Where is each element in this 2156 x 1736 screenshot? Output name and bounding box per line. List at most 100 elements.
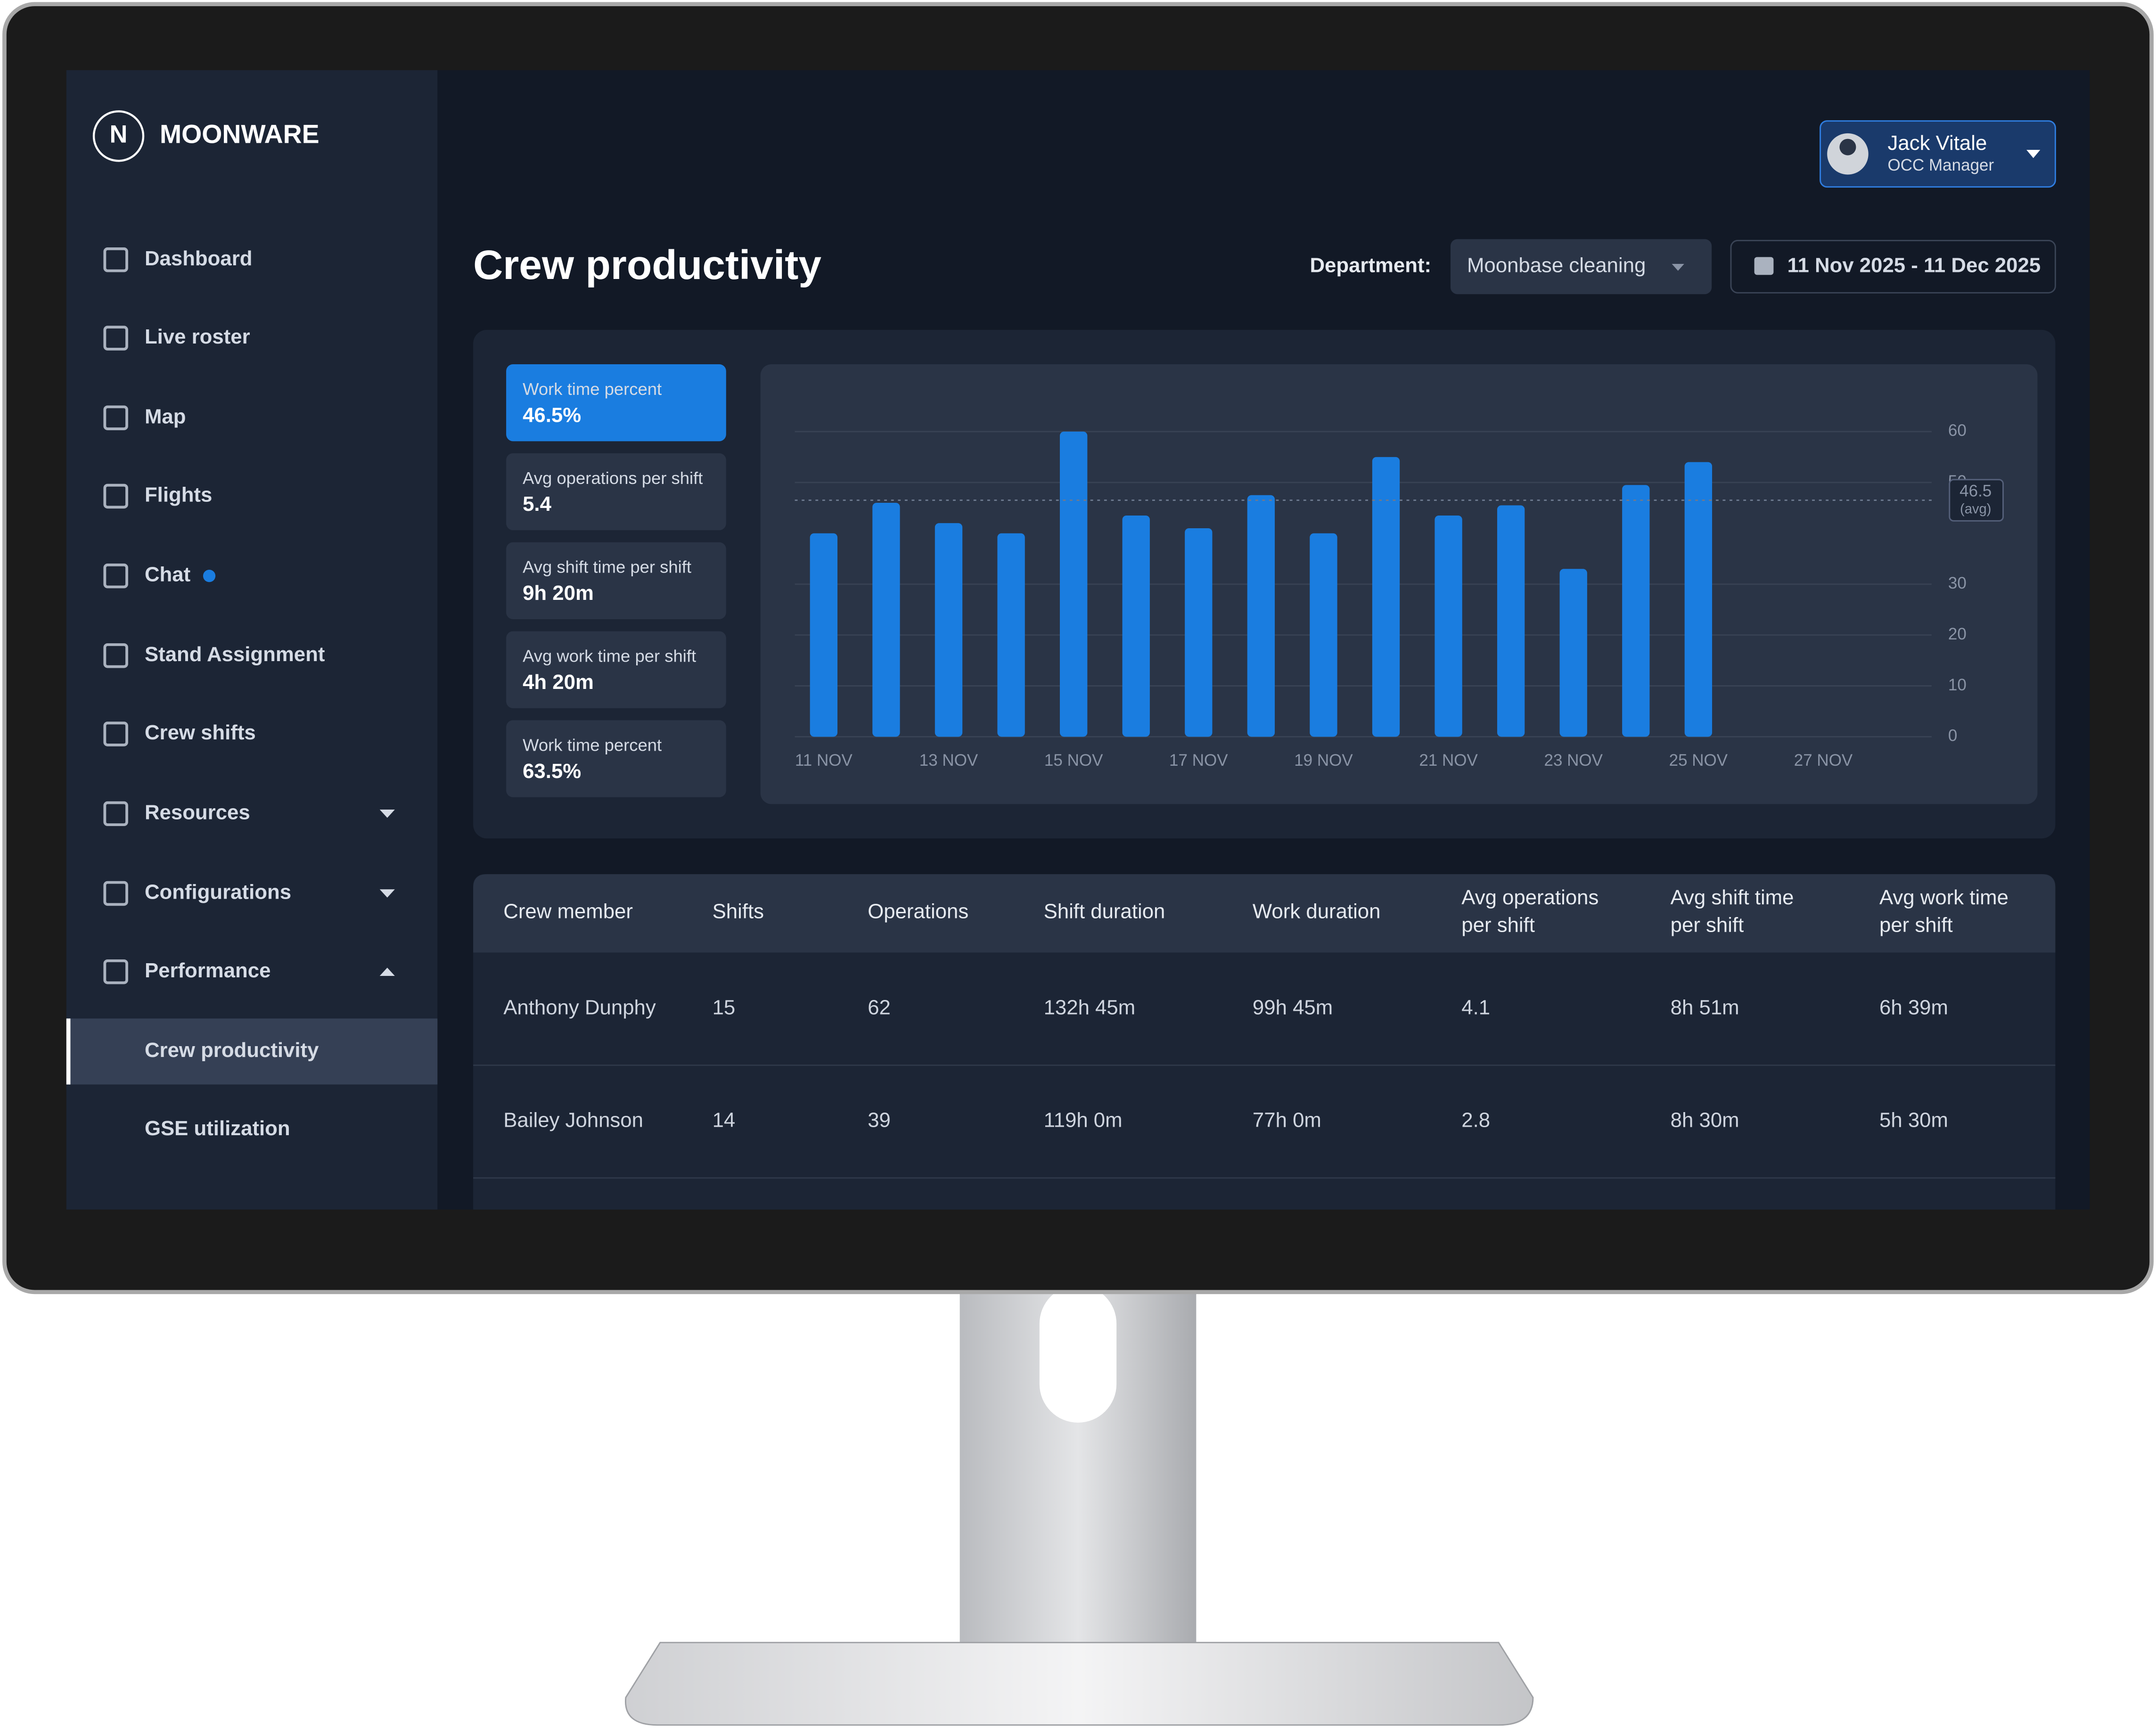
x-tick-label: 25 NOV (1669, 751, 1728, 770)
table (473, 874, 2056, 1210)
user-name: Jack Vitale (1888, 131, 1987, 155)
nav-item[interactable]: GSE utilization (145, 1117, 290, 1140)
nav-icon (103, 721, 128, 746)
kpi-card[interactable] (506, 453, 726, 531)
logo (92, 110, 145, 162)
nav-icon (103, 563, 128, 589)
table-cell: 62 (868, 996, 891, 1019)
table-cell: 15 (713, 996, 736, 1019)
bar (872, 502, 900, 737)
date-picker[interactable] (1730, 239, 2056, 294)
bar (1122, 515, 1150, 737)
kpi-label: Avg work time per shift (523, 647, 696, 666)
nav-icon (103, 881, 128, 906)
navigation: Dashboard Live roster Map Flights Chat Stand … (103, 247, 395, 1140)
column-header: per shift (1671, 914, 1744, 937)
kpi-card[interactable] (506, 631, 726, 708)
page-title: Crew productivity (473, 242, 821, 288)
kpi-card[interactable] (506, 542, 726, 620)
nav-item[interactable]: Dashboard (145, 247, 253, 270)
avatar-head (1839, 139, 1856, 156)
column-header: Shift duration (1044, 900, 1165, 923)
nav-item[interactable]: Configurations (145, 881, 291, 904)
stand-base (624, 1642, 1534, 1726)
table-cell: Bailey Johnson (503, 1109, 643, 1132)
unread-dot (203, 570, 216, 582)
x-tick-label: 15 NOV (1044, 751, 1103, 770)
user-menu[interactable] (1820, 120, 2056, 188)
average-badge (1949, 479, 2004, 522)
kpi-label: Avg shift time per shift (523, 557, 691, 577)
bar (1497, 505, 1525, 737)
caret (379, 889, 395, 898)
nav-item[interactable]: Flights (145, 483, 212, 507)
table-body: Crew member Shifts Operations Shift duratio… (503, 886, 2008, 1132)
column-header: Avg operations (1461, 886, 1599, 909)
table-cell: 2.8 (1461, 1109, 1490, 1132)
bar (1435, 515, 1462, 737)
y-tick-label: 0 (1948, 727, 1957, 745)
nav-item[interactable]: Resources (145, 801, 250, 824)
nav-active-bar (66, 1018, 71, 1085)
table-cell: 14 (713, 1109, 736, 1132)
nav-active (66, 1018, 438, 1085)
x-tick-label: 27 NOV (1794, 751, 1853, 770)
table-cell: 77h 0m (1253, 1109, 1321, 1132)
column-header: per shift (1461, 914, 1535, 937)
kpi-value: 63.5% (523, 760, 581, 783)
kpi-value: 46.5% (523, 403, 581, 426)
bar (1684, 462, 1713, 737)
date-range: 11 Nov 2025 - 11 Dec 2025 (1787, 254, 2041, 277)
table-header (473, 874, 2056, 953)
nav-item[interactable]: Crew shifts (145, 721, 256, 744)
bar (1059, 431, 1088, 737)
column-header: Operations (868, 900, 968, 923)
kpi-value: 9h 20m (523, 581, 594, 605)
nav-icon (103, 247, 128, 272)
nav-item[interactable]: Crew productivity (145, 1039, 319, 1062)
column-header: Shifts (713, 900, 764, 923)
column-header: Work duration (1253, 900, 1381, 923)
x-tick-label: 13 NOV (919, 751, 978, 770)
stand-hole (1039, 1285, 1117, 1423)
bar (1559, 569, 1587, 737)
nav-icon (103, 643, 128, 668)
column-header: Crew member (503, 900, 633, 923)
caret (379, 810, 395, 818)
table-cell: 99h 45m (1253, 996, 1333, 1019)
table-cell: 8h 51m (1671, 996, 1739, 1019)
kpi-value: 5.4 (523, 492, 551, 516)
user-role: OCC Manager (1888, 156, 1994, 174)
department-select[interactable] (1450, 239, 1712, 295)
table-cell: 132h 45m (1044, 996, 1136, 1019)
nav-icon (103, 959, 128, 984)
nav-item[interactable]: Performance (145, 959, 271, 982)
nav-item[interactable]: Chat (145, 563, 191, 586)
kpi-card[interactable] (506, 720, 726, 797)
kpi-card[interactable] (506, 364, 726, 442)
brand: MOONWARE (160, 119, 320, 148)
logo-mark: N (110, 121, 128, 148)
bar (1185, 528, 1213, 737)
department-value: Moonbase cleaning (1467, 254, 1646, 277)
bar (1310, 533, 1337, 737)
bar (1247, 495, 1275, 737)
nav-icon (103, 801, 128, 827)
nav-item[interactable]: Map (145, 405, 186, 428)
nav-icon (103, 483, 128, 509)
column-header: Avg shift time (1671, 886, 1794, 909)
table-cell: 5h 30m (1879, 1109, 1948, 1132)
kpi-list: Work time percent 46.5% Avg operations per… (506, 364, 726, 797)
table-cell: 39 (868, 1109, 891, 1132)
bar (935, 523, 963, 737)
table-cell: 8h 30m (1671, 1109, 1739, 1132)
calendar-icon (1754, 257, 1774, 275)
kpi-value: 4h 20m (523, 671, 594, 694)
x-tick-label: 21 NOV (1419, 751, 1478, 770)
kpi-label: Work time percent (523, 379, 662, 399)
y-tick-label: 20 (1948, 625, 1967, 643)
nav-item[interactable]: Live roster (145, 325, 250, 348)
nav-item[interactable]: Stand Assignment (145, 643, 325, 666)
